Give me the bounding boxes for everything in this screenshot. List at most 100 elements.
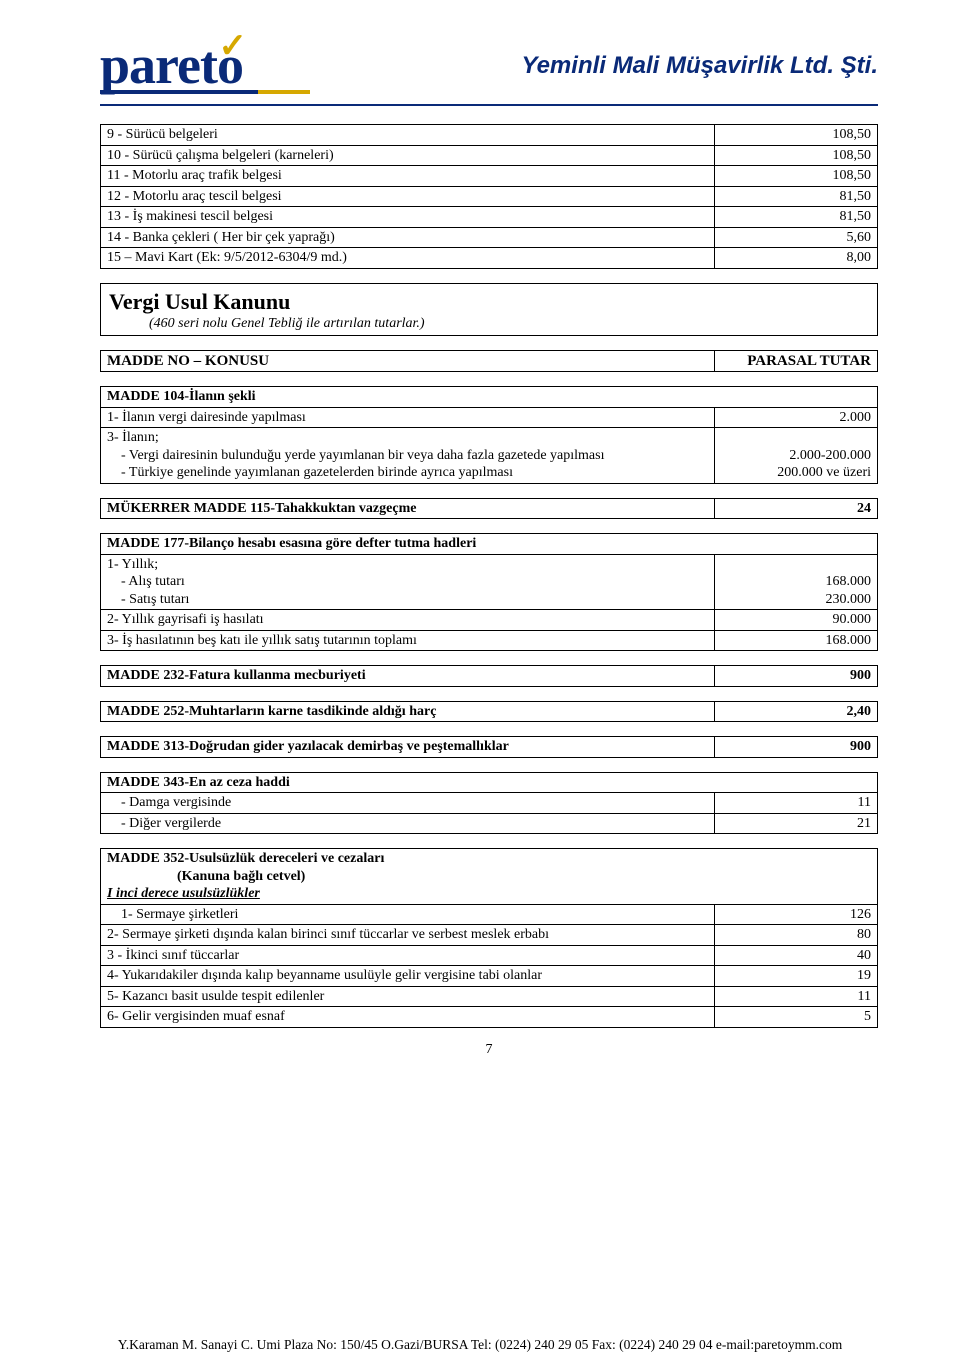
- madde-232-table: MADDE 232-Fatura kullanma mecburiyeti 90…: [100, 665, 878, 687]
- row-label: 6- Gelir vergisinden muaf esnaf: [101, 1007, 715, 1028]
- table-row: 1- Yıllık; - Alış tutarı - Satış tutarı …: [101, 554, 878, 610]
- table-row: 1- Sermaye şirketleri 126: [101, 904, 878, 925]
- row-val-a: 168.000: [826, 574, 872, 589]
- table-row: 3- İş hasılatının beş katı ile yıllık sa…: [101, 630, 878, 651]
- col-left: MADDE NO – KONUSU: [101, 350, 715, 372]
- madde-252-table: MADDE 252-Muhtarların karne tasdikinde a…: [100, 701, 878, 723]
- table-row: 15 – Mavi Kart (Ek: 9/5/2012-6304/9 md.)…: [101, 248, 878, 269]
- table-row: MADDE 313-Doğrudan gider yazılacak demir…: [101, 737, 878, 758]
- row-val-b: 230.000: [826, 592, 872, 607]
- row-label: 3- İlanın; - Vergi dairesinin bulunduğu …: [101, 428, 715, 484]
- row-value: 11: [714, 986, 877, 1007]
- table-row: - Damga vergisinde 11: [101, 793, 878, 814]
- section-subtitle: (460 seri nolu Genel Tebliğ ile artırıla…: [109, 315, 869, 333]
- document-page: paret o ✓ Yeminli Mali Müşavirlik Ltd. Ş…: [0, 0, 960, 1371]
- row-val-a: 2.000-200.000: [789, 448, 871, 463]
- madde-352-table: MADDE 352-Usulsüzlük dereceleri ve cezal…: [100, 848, 878, 1028]
- madde-104-table: MADDE 104-İlanın şekli 1- İlanın vergi d…: [100, 386, 878, 484]
- row-label: 1- Sermaye şirketleri: [101, 904, 715, 925]
- row-val-b: 200.000 ve üzeri: [777, 465, 871, 480]
- row-label: - Damga vergisinde: [101, 793, 715, 814]
- row-label: 2- Sermaye şirketi dışında kalan birinci…: [101, 925, 715, 946]
- row-label: 3- İş hasılatının beş katı ile yıllık sa…: [101, 630, 715, 651]
- row-label: 3 - İkinci sınıf tüccarlar: [101, 945, 715, 966]
- row-value: 21: [714, 813, 877, 834]
- row-label: 13 - İş makinesi tescil belgesi: [101, 207, 715, 228]
- table-row: 2- Yıllık gayrisafi iş hasılatı 90.000: [101, 610, 878, 631]
- madde-352-sub: I inci derece usulsüzlükler: [107, 886, 260, 901]
- mukerrer-115-table: MÜKERRER MADDE 115-Tahakkuktan vazgeçme …: [100, 498, 878, 520]
- madde-352-l2: (Kanuna bağlı cetvel): [107, 868, 305, 886]
- table-row: - Diğer vergilerde 21: [101, 813, 878, 834]
- row-value: 81,50: [714, 207, 877, 228]
- madde-177-table: MADDE 177-Bilanço hesabı esasına göre de…: [100, 533, 878, 651]
- row-label: 1- İlanın vergi dairesinde yapılması: [101, 407, 715, 428]
- row-sub: - Damga vergisinde: [107, 794, 231, 812]
- row-label: 1- Yıllık; - Alış tutarı - Satış tutarı: [101, 554, 715, 610]
- row-sub-a: - Alış tutarı: [107, 573, 185, 591]
- row-label: 11 - Motorlu araç trafik belgesi: [101, 166, 715, 187]
- row-label: 2- Yıllık gayrisafi iş hasılatı: [101, 610, 715, 631]
- row-label: 10 - Sürücü çalışma belgeleri (karneleri…: [101, 145, 715, 166]
- madde-header: MADDE 104-İlanın şekli: [101, 387, 878, 408]
- table-row: MADDE 177-Bilanço hesabı esasına göre de…: [101, 534, 878, 555]
- page-footer: Y.Karaman M. Sanayi C. Umi Plaza No: 150…: [0, 1337, 960, 1353]
- row-value: 108,50: [714, 145, 877, 166]
- row-value: 108,50: [714, 166, 877, 187]
- table-row: MADDE 104-İlanın şekli: [101, 387, 878, 408]
- madde-313-table: MADDE 313-Doğrudan gider yazılacak demir…: [100, 736, 878, 758]
- row-value: 108,50: [714, 125, 877, 146]
- row-sub-b: - Satış tutarı: [107, 591, 189, 609]
- table-row: 3 - İkinci sınıf tüccarlar 40: [101, 945, 878, 966]
- table-row: 3- İlanın; - Vergi dairesinin bulunduğu …: [101, 428, 878, 484]
- table-row: 6- Gelir vergisinden muaf esnaf 5: [101, 1007, 878, 1028]
- section-title-box: Vergi Usul Kanunu (460 seri nolu Genel T…: [100, 283, 878, 336]
- row-value: 5,60: [714, 227, 877, 248]
- row-label: MADDE 252-Muhtarların karne tasdikinde a…: [101, 701, 715, 722]
- row-label: 12 - Motorlu araç tescil belgesi: [101, 186, 715, 207]
- table-row: 10 - Sürücü çalışma belgeleri (karneleri…: [101, 145, 878, 166]
- row-label: - Diğer vergilerde: [101, 813, 715, 834]
- table-row: 11 - Motorlu araç trafik belgesi108,50: [101, 166, 878, 187]
- table-header-row: MADDE NO – KONUSU PARASAL TUTAR: [101, 350, 878, 372]
- section-title-cell: Vergi Usul Kanunu (460 seri nolu Genel T…: [101, 283, 878, 335]
- row-label: MÜKERRER MADDE 115-Tahakkuktan vazgeçme: [101, 498, 715, 519]
- fees-table-top: 9 - Sürücü belgeleri108,50 10 - Sürücü ç…: [100, 124, 878, 269]
- logo-text-pre: paret: [100, 34, 217, 96]
- row-value: 168.000 230.000: [714, 554, 877, 610]
- checkmark-icon: ✓: [218, 26, 247, 66]
- row-value: 24: [714, 498, 877, 519]
- row-value: 126: [714, 904, 877, 925]
- row-top: 1- Yıllık;: [107, 557, 158, 572]
- row-value: 19: [714, 966, 877, 987]
- madde-header: MADDE 177-Bilanço hesabı esasına göre de…: [101, 534, 878, 555]
- col-right: PARASAL TUTAR: [714, 350, 877, 372]
- table-row: 4- Yukarıdakiler dışında kalıp beyanname…: [101, 966, 878, 987]
- row-label: 4- Yukarıdakiler dışında kalıp beyanname…: [101, 966, 715, 987]
- madde-352-l1: MADDE 352-Usulsüzlük dereceleri ve cezal…: [107, 851, 384, 866]
- row-label: 15 – Mavi Kart (Ek: 9/5/2012-6304/9 md.): [101, 248, 715, 269]
- madde-header: MADDE 343-En az ceza haddi: [101, 772, 878, 793]
- row-value: 81,50: [714, 186, 877, 207]
- table-row: MADDE 343-En az ceza haddi: [101, 772, 878, 793]
- table-row: MÜKERRER MADDE 115-Tahakkuktan vazgeçme …: [101, 498, 878, 519]
- logo: paret o ✓: [100, 34, 310, 98]
- row-value: 2.000: [714, 407, 877, 428]
- row-value: 168.000: [714, 630, 877, 651]
- table-row: 5- Kazancı basit usulde tespit edilenler…: [101, 986, 878, 1007]
- table-row: 9 - Sürücü belgeleri108,50: [101, 125, 878, 146]
- row-value: 5: [714, 1007, 877, 1028]
- row-value: 900: [714, 737, 877, 758]
- row-value: 11: [714, 793, 877, 814]
- table-row: 2- Sermaye şirketi dışında kalan birinci…: [101, 925, 878, 946]
- row-value: 80: [714, 925, 877, 946]
- row-top: 3- İlanın;: [107, 430, 159, 445]
- row-label: 5- Kazancı basit usulde tespit edilenler: [101, 986, 715, 1007]
- table-row: MADDE 352-Usulsüzlük dereceleri ve cezal…: [101, 849, 878, 905]
- madde-header: MADDE 352-Usulsüzlük dereceleri ve cezal…: [101, 849, 878, 905]
- table-row: MADDE 252-Muhtarların karne tasdikinde a…: [101, 701, 878, 722]
- table-row: MADDE 232-Fatura kullanma mecburiyeti 90…: [101, 666, 878, 687]
- row-label: MADDE 232-Fatura kullanma mecburiyeti: [101, 666, 715, 687]
- row-sub-a: - Vergi dairesinin bulunduğu yerde yayım…: [107, 447, 604, 465]
- row-value: 2,40: [714, 701, 877, 722]
